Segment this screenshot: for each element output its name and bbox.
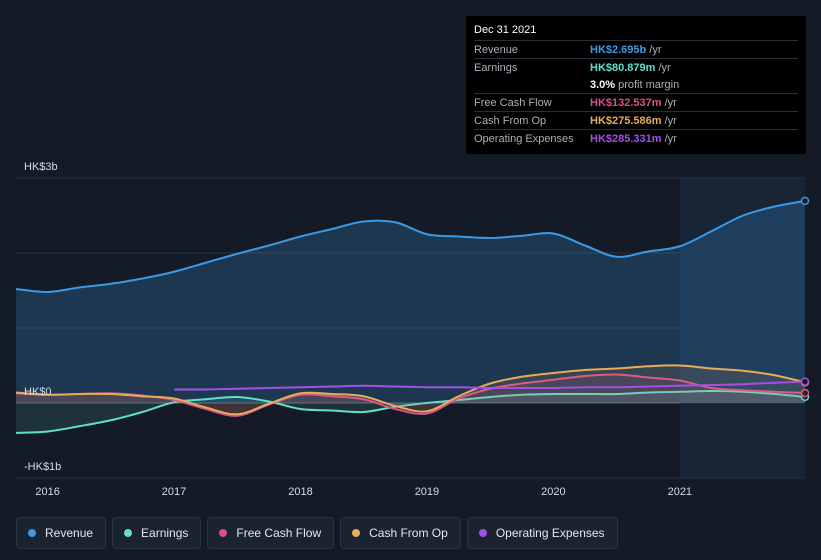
- tooltip-unit: profit margin: [618, 78, 680, 91]
- tooltip-row: Earnings HK$80.879m/yr: [474, 58, 798, 76]
- x-tick-label: 2018: [288, 486, 312, 498]
- gridlines: [16, 177, 805, 479]
- tooltip-value: HK$132.537m: [590, 96, 662, 109]
- tooltip-unit: /yr: [664, 96, 677, 109]
- legend-dot-icon: [219, 529, 228, 537]
- operating-expenses-end-marker: [800, 377, 810, 386]
- highlight-region: [679, 178, 805, 478]
- tooltip-row: 3.0% profit margin: [474, 76, 798, 93]
- tooltip-label: Operating Expenses: [474, 132, 574, 145]
- tooltip-row: Free Cash Flow HK$132.537m/yr: [474, 93, 798, 111]
- legend-item-operating-expenses[interactable]: Operating Expenses: [466, 517, 618, 549]
- tooltip-row: Cash From Op HK$275.586m/yr: [474, 111, 798, 129]
- legend-label: Revenue: [45, 526, 94, 540]
- tooltip-label: Free Cash Flow: [474, 96, 552, 109]
- tooltip-value: 3.0%: [590, 78, 616, 91]
- x-tick-label: 2017: [162, 486, 186, 498]
- x-tick-label: 2021: [668, 486, 692, 498]
- free-cash-flow-area: [16, 374, 805, 416]
- revenue-end-marker: [800, 196, 810, 206]
- legend-item-revenue[interactable]: Revenue: [16, 517, 107, 549]
- tooltip-value: HK$275.586m: [590, 114, 662, 127]
- tooltip-value: HK$2.695b: [590, 43, 647, 56]
- tooltip-label: Cash From Op: [474, 114, 547, 127]
- tooltip-row: Operating Expenses HK$285.331m/yr: [474, 129, 798, 147]
- legend-label: Free Cash Flow: [236, 526, 322, 540]
- x-tick-label: 2020: [541, 486, 565, 498]
- tooltip-date: Dec 31 2021: [474, 24, 537, 36]
- legend-item-earnings[interactable]: Earnings: [112, 517, 202, 549]
- earnings-line: [15, 389, 806, 434]
- y-tick-label: -HK$1b: [24, 461, 61, 473]
- tooltip-value: HK$285.331m: [590, 132, 662, 145]
- free-cash-flow-end-marker: [800, 388, 810, 398]
- legend-label: Cash From Op: [369, 526, 448, 540]
- x-axis: 2016 2017 2018 2019 2020 2021: [35, 486, 692, 498]
- legend-dot-icon: [478, 529, 487, 537]
- earnings-area: [16, 391, 805, 433]
- revenue-area: [16, 200, 805, 403]
- y-axis: HK$3b HK$0 -HK$1b: [24, 161, 61, 473]
- y-tick-label: HK$0: [24, 386, 52, 398]
- legend-item-free-cash-flow[interactable]: Free Cash Flow: [207, 517, 335, 549]
- operating-expenses-line: [174, 380, 806, 391]
- tooltip-label: Revenue: [474, 43, 519, 56]
- legend-dot-icon: [28, 529, 36, 537]
- legend-dot-icon: [124, 529, 133, 537]
- cash-from-op-area: [16, 365, 805, 415]
- tooltip-unit: /yr: [664, 132, 677, 145]
- tooltip-row: Revenue HK$2.695b/yr: [474, 40, 798, 58]
- y-tick-label: HK$3b: [24, 161, 58, 173]
- tooltip-unit: /yr: [658, 61, 671, 74]
- tooltip-panel: Dec 31 2021 Revenue HK$2.695b/yr Earnings H…: [466, 16, 806, 154]
- legend-item-cash-from-op[interactable]: Cash From Op: [340, 517, 461, 549]
- revenue-line: [15, 199, 806, 294]
- legend-label: Operating Expenses: [495, 526, 605, 540]
- cash-from-op-line: [15, 364, 806, 416]
- tooltip-unit: /yr: [664, 114, 677, 127]
- legend: Revenue Earnings Free Cash Flow Cash From O…: [16, 517, 618, 549]
- tooltip-label: Earnings: [474, 61, 518, 74]
- x-tick-label: 2019: [415, 486, 439, 498]
- tooltip-value: HK$80.879m: [590, 61, 656, 74]
- tooltip-unit: /yr: [649, 43, 662, 56]
- legend-label: Earnings: [141, 526, 189, 540]
- x-tick-label: 2016: [35, 486, 59, 498]
- legend-dot-icon: [352, 529, 361, 537]
- series-layer: [15, 196, 810, 434]
